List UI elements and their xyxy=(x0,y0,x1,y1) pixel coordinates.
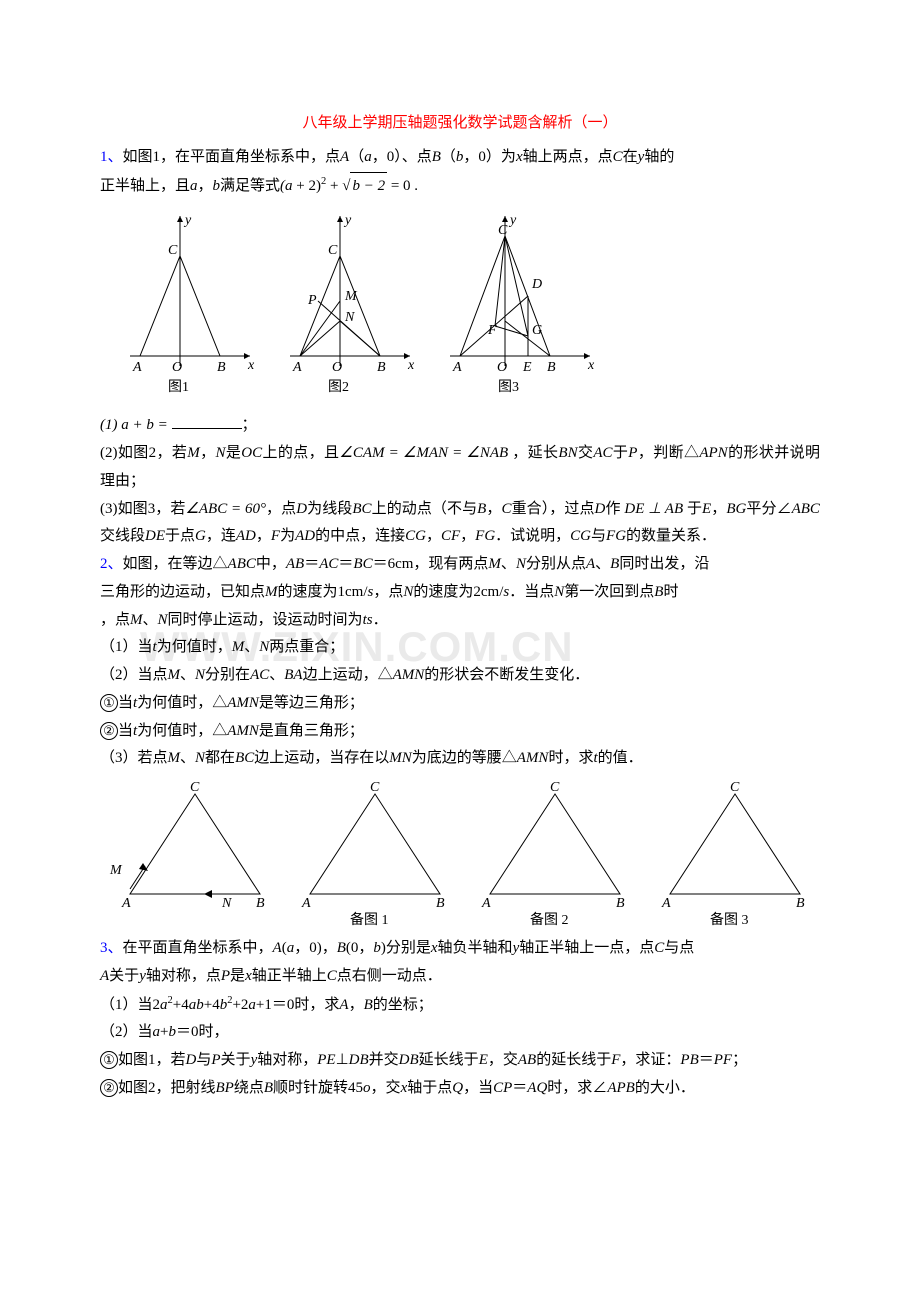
p1-figures: A O B C y x 图1 A O B C y x P M N 图2 xyxy=(100,206,820,406)
svg-text:P: P xyxy=(307,293,317,308)
svg-text:C: C xyxy=(550,780,560,795)
circled-1: ① xyxy=(100,694,118,712)
p3-q2: （2）当a+b＝0时， xyxy=(100,1019,820,1047)
blank-fill xyxy=(172,414,242,429)
p2-q2-c1: ①当t为何值时，△AMN是等边三角形； xyxy=(100,690,820,718)
svg-text:图1: 图1 xyxy=(168,380,189,395)
svg-text:N: N xyxy=(221,896,232,911)
svg-text:备图 1: 备图 1 xyxy=(350,911,389,928)
svg-text:O: O xyxy=(497,360,507,375)
svg-text:A: A xyxy=(292,360,302,375)
p2-line2: 三角形的边运动，已知点M的速度为1cm/s，点N的速度为2cm/s．当点N第一次… xyxy=(100,579,820,607)
p1-svg: A O B C y x 图1 A O B C y x P M N 图2 xyxy=(100,206,620,406)
svg-text:O: O xyxy=(172,360,182,375)
p1-q2: (2)如图2，若M，N是OC上的点，且∠CAM = ∠MAN = ∠NAB ，延… xyxy=(100,440,820,496)
svg-text:M: M xyxy=(109,863,123,878)
svg-text:B: B xyxy=(547,360,556,375)
svg-text:G: G xyxy=(532,323,542,338)
svg-text:图3: 图3 xyxy=(498,380,519,395)
svg-text:备图 2: 备图 2 xyxy=(530,911,569,928)
document-title: 八年级上学期压轴题强化数学试题含解析（一） xyxy=(100,110,820,138)
p1-q3: (3)如图3，若∠ABC = 60°，点D为线段BC上的动点（不与B，C重合），… xyxy=(100,496,820,552)
svg-text:B: B xyxy=(616,896,625,911)
svg-text:N: N xyxy=(344,310,355,325)
svg-text:A: A xyxy=(132,360,142,375)
p2-line3: ，点M、N同时停止运动，设运动时间为ts． xyxy=(100,607,820,635)
p2-q1: （1）当t为何值时，M、N两点重合； xyxy=(100,634,820,662)
svg-text:M: M xyxy=(344,289,358,304)
svg-text:B: B xyxy=(377,360,386,375)
circled-1b: ① xyxy=(100,1051,118,1069)
svg-text:B: B xyxy=(256,896,265,911)
p3-q2-c2: ②如图2，把射线BP绕点B顺时针旋转45o，交x轴于点Q，当CP＝AQ时，求∠A… xyxy=(100,1075,820,1103)
p3-line2: A关于y轴对称，点P是x轴正半轴上C点右侧一动点． xyxy=(100,963,820,991)
svg-text:E: E xyxy=(522,360,532,375)
p1-line1: 1、如图1，在平面直角坐标系中，点A（a，0）、点B（b，0）为x轴上两点，点C… xyxy=(100,144,820,172)
svg-text:A: A xyxy=(301,896,311,911)
svg-text:A: A xyxy=(452,360,462,375)
svg-text:D: D xyxy=(531,277,542,292)
svg-text:C: C xyxy=(328,243,338,258)
svg-text:A: A xyxy=(661,896,671,911)
p1-line2: 正半轴上，且a，b满足等式(a + 2)2 + √b − 2 = 0 . xyxy=(100,172,820,201)
p2-figures: A B C M N A B C 备图 1 A B C 备图 2 A B C 备图 3 xyxy=(100,779,820,929)
p2-q2: （2）当点M、N分别在AC、BA边上运动，△AMN的形状会不断发生变化． xyxy=(100,662,820,690)
p2-line1: 2、如图，在等边△ABC中，AB＝AC＝BC＝6cm，现有两点M、N分别从点A、… xyxy=(100,551,820,579)
svg-text:F: F xyxy=(487,323,497,338)
svg-text:备图 3: 备图 3 xyxy=(710,911,749,928)
svg-text:C: C xyxy=(498,223,508,238)
svg-text:y: y xyxy=(508,213,517,228)
svg-text:x: x xyxy=(407,358,415,373)
circled-2b: ② xyxy=(100,1079,118,1097)
p2-q2-c2: ②当t为何值时，△AMN是直角三角形； xyxy=(100,718,820,746)
p3-number: 3、 xyxy=(100,940,123,956)
document-content: 八年级上学期压轴题强化数学试题含解析（一） 1、如图1，在平面直角坐标系中，点A… xyxy=(100,110,820,1103)
svg-text:C: C xyxy=(370,780,380,795)
p3-line1: 3、在平面直角坐标系中，A(a，0)，B(0，b)分别是x轴负半轴和y轴正半轴上… xyxy=(100,935,820,963)
p2-svg: A B C M N A B C 备图 1 A B C 备图 2 A B C 备图 3 xyxy=(100,779,820,929)
svg-text:B: B xyxy=(436,896,445,911)
svg-text:图2: 图2 xyxy=(328,380,349,395)
svg-text:A: A xyxy=(121,896,131,911)
p1-number: 1、 xyxy=(100,149,123,165)
svg-text:C: C xyxy=(190,780,200,795)
p1-q1: (1) a + b = ； xyxy=(100,412,820,440)
svg-text:A: A xyxy=(481,896,491,911)
svg-text:y: y xyxy=(183,213,192,228)
p2-number: 2、 xyxy=(100,556,123,572)
svg-text:y: y xyxy=(343,213,352,228)
svg-text:x: x xyxy=(587,358,595,373)
svg-text:C: C xyxy=(730,780,740,795)
svg-text:O: O xyxy=(332,360,342,375)
svg-text:C: C xyxy=(168,243,178,258)
svg-text:x: x xyxy=(247,358,255,373)
svg-text:B: B xyxy=(217,360,226,375)
p2-q3: （3）若点M、N都在BC边上运动，当存在以MN为底边的等腰△AMN时，求t的值． xyxy=(100,745,820,773)
p3-q1: （1）当2a2+4ab+4b2+2a+1＝0时，求A，B的坐标； xyxy=(100,991,820,1020)
circled-2: ② xyxy=(100,722,118,740)
p3-q2-c1: ①如图1，若D与P关于y轴对称，PE⊥DB并交DB延长线于E，交AB的延长线于F… xyxy=(100,1047,820,1075)
svg-text:B: B xyxy=(796,896,805,911)
